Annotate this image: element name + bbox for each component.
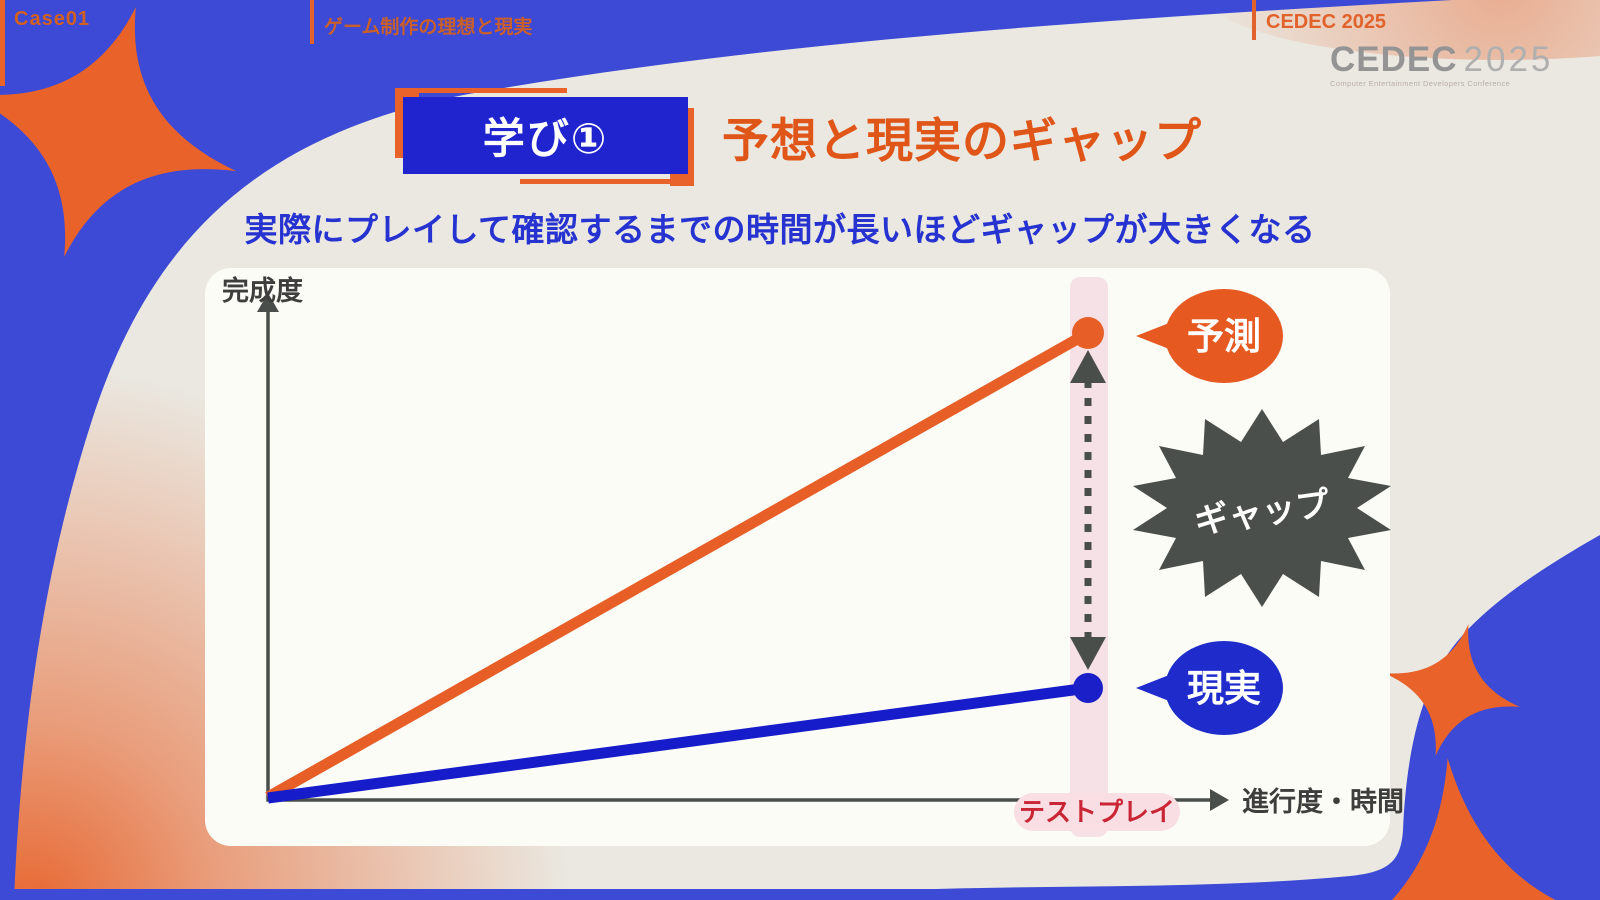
header-divider-right (1252, 0, 1256, 40)
testplay-marker: テストプレイ (1014, 793, 1180, 831)
badge-bracket-bottom-line (520, 179, 694, 184)
slide-title: 予想と現実のギャップ (722, 114, 1202, 167)
testplay-label: テストプレイ (1019, 797, 1175, 827)
y-axis-label: 完成度 (222, 275, 303, 306)
y-axis-arrowhead (257, 293, 279, 312)
orange-glow-top-right (1203, 0, 1600, 60)
reality-label: 現実 (1187, 668, 1261, 709)
logo-wordmark: CEDEC (1330, 40, 1458, 79)
gap-arrow-down (1070, 637, 1106, 670)
gap-starburst: ギャップ (1133, 409, 1391, 607)
cedec-logo: CEDEC 2025 Computer Entertainment Develop… (1330, 42, 1560, 88)
reality-line (267, 682, 1089, 804)
gap-arrow-up (1070, 350, 1106, 383)
orange-edge-bar (0, 0, 5, 86)
gap-starburst-shape (1133, 409, 1391, 607)
x-axis-label: 進行度・時間 (1242, 786, 1404, 817)
reality-bubble-body (1165, 641, 1283, 735)
case-label: Case01 (14, 8, 91, 30)
lesson-badge-label: 学び① (482, 115, 609, 162)
prediction-line (265, 328, 1091, 802)
prediction-bubble: 予測 (1136, 289, 1283, 383)
testplay-pill (1014, 793, 1180, 831)
badge-bracket-top-line (395, 88, 567, 93)
blue-bottom-strip (0, 889, 1600, 900)
header-divider-left (310, 0, 314, 44)
reality-point (1073, 673, 1103, 703)
x-axis-arrowhead (1210, 789, 1229, 811)
prediction-bubble-body (1165, 289, 1283, 383)
prediction-point (1072, 317, 1104, 349)
event-label: CEDEC 2025 (1266, 11, 1387, 33)
lesson-badge: 学び① (403, 97, 688, 174)
axes-lines (266, 308, 1214, 802)
logo-wordmark-row: CEDEC 2025 (1330, 42, 1560, 77)
logo-year: 2025 (1463, 40, 1554, 79)
reality-bubble: 現実 (1136, 641, 1283, 735)
slide-subtitle: 実際にプレイして確認するまでの時間が長いほどギャップが大きくなる (244, 211, 1316, 248)
blue-wedge-bottom-right (880, 535, 1600, 891)
session-title: ゲーム制作の理想と現実 (324, 17, 533, 38)
prediction-label: 予測 (1187, 316, 1261, 357)
logo-subtext: Computer Entertainment Developers Confer… (1330, 79, 1511, 88)
